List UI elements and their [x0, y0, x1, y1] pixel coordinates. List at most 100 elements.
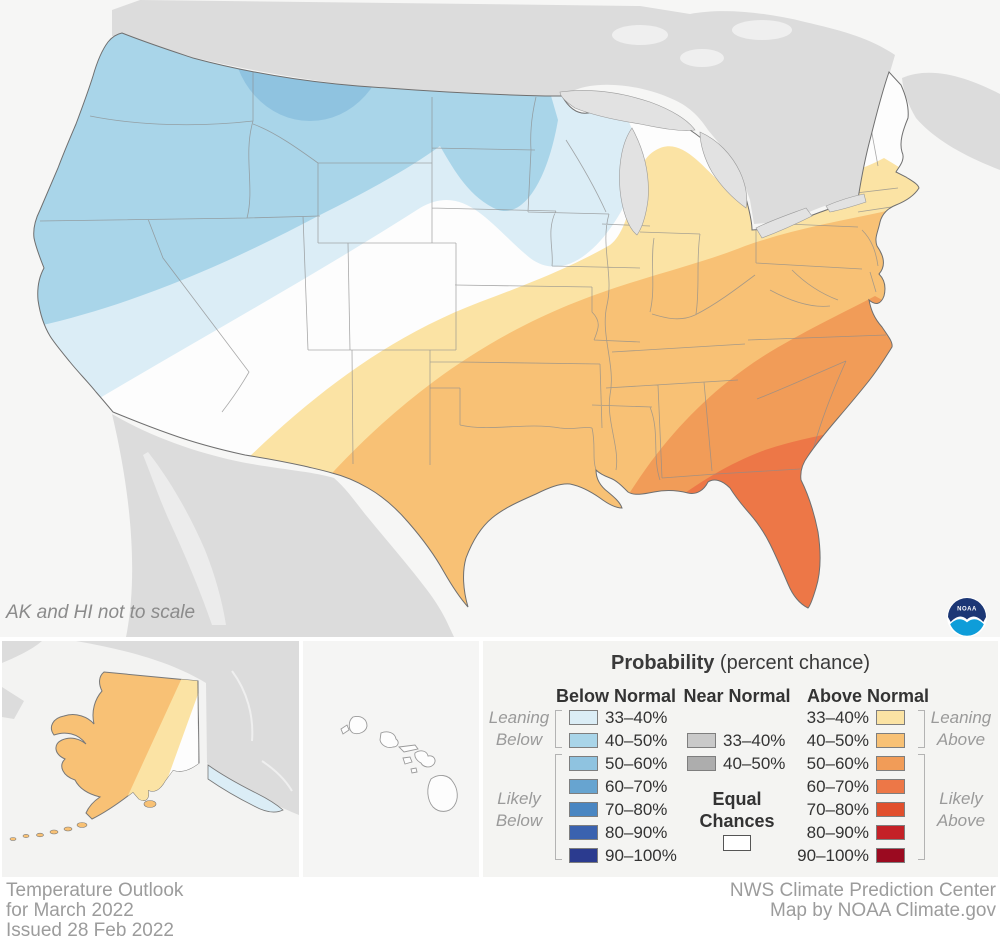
- legend-title: Probability (percent chance): [483, 652, 998, 675]
- label-leaning-below: Leaning Below: [488, 708, 550, 749]
- legend-row: 40–50%: [569, 729, 677, 752]
- legend-column-below: 33–40% 40–50% 50–60% 60–70% 70–80% 80–90…: [569, 706, 677, 867]
- aleutian-islands: [9, 800, 157, 841]
- legend-row: 40–50%: [783, 729, 905, 752]
- equal-chances-swatch: [723, 835, 751, 851]
- hawaiian-islands: [340, 716, 458, 812]
- color-swatch: [569, 733, 598, 748]
- canada-lake: [612, 25, 668, 45]
- legend-row: 90–100%: [569, 844, 677, 867]
- legend-row: 33–40%: [569, 706, 677, 729]
- legend-row: 70–80%: [569, 798, 677, 821]
- noaa-logo: NOAA: [947, 597, 987, 637]
- swatch-label: 50–60%: [605, 753, 668, 773]
- legend-row: 60–70%: [783, 775, 905, 798]
- color-swatch: [569, 710, 598, 725]
- legend-row: 40–50%: [687, 752, 785, 775]
- legend-title-bold: Probability: [611, 652, 715, 674]
- swatch-label: 50–60%: [806, 753, 869, 773]
- great-lakes: [559, 90, 867, 239]
- swatch-label: 40–50%: [806, 730, 869, 750]
- legend-row: 80–90%: [783, 821, 905, 844]
- maritimes-landmass: [902, 72, 1000, 170]
- color-swatch: [876, 848, 905, 863]
- ak-canada-river: [231, 670, 293, 792]
- legend-column-above: 33–40% 40–50% 50–60% 60–70% 70–80% 80–90…: [783, 706, 905, 867]
- color-swatch: [876, 779, 905, 794]
- legend-row: 33–40%: [687, 729, 785, 752]
- label-leaning-above: Leaning Above: [930, 708, 992, 749]
- swatch-label: 70–80%: [806, 799, 869, 819]
- color-swatch: [569, 848, 598, 863]
- alaska-inset-panel: [2, 641, 299, 877]
- legend-row: 50–60%: [569, 752, 677, 775]
- legend-row: 60–70%: [569, 775, 677, 798]
- swatch-label: 60–70%: [806, 776, 869, 796]
- ak-canada-landmass: [76, 641, 299, 815]
- label-likely-above: Likely Above: [936, 789, 986, 830]
- hawaii-map: [340, 716, 458, 812]
- legend-row: 33–40%: [783, 706, 905, 729]
- gulf-of-california: [143, 452, 226, 625]
- swatch-label: 33–40%: [806, 707, 869, 727]
- swatch-label: 90–100%: [605, 845, 677, 865]
- legend-header-above-normal: Above Normal: [806, 686, 930, 706]
- footer-credit-line: Map by NOAA Climate.gov: [770, 900, 996, 921]
- legend-title-note: (percent chance): [719, 652, 870, 674]
- footer-left: Temperature Outlook for March 2022 Issue…: [6, 881, 183, 938]
- bracket-likely-below: [555, 754, 562, 860]
- legend-header-near-normal: Near Normal: [683, 686, 791, 706]
- ak-russia-landmass: [2, 641, 42, 719]
- noaa-logo-sea: [950, 619, 984, 636]
- legend-row: 50–60%: [783, 752, 905, 775]
- swatch-label: 70–80%: [605, 799, 668, 819]
- color-swatch: [876, 802, 905, 817]
- color-swatch: [876, 733, 905, 748]
- bracket-leaning-below: [555, 710, 562, 748]
- color-swatch: [876, 825, 905, 840]
- legend-row: 70–80%: [783, 798, 905, 821]
- ak-band-above-33-40: [120, 672, 199, 813]
- color-swatch: [876, 710, 905, 725]
- swatch-label: 33–40%: [723, 730, 786, 750]
- color-swatch: [569, 802, 598, 817]
- alaska-map: [2, 641, 299, 841]
- ak-panhandle: [207, 764, 284, 813]
- footer-issued-line: Issued 28 Feb 2022: [6, 920, 174, 938]
- canada-lake: [680, 49, 724, 67]
- footer-source-line: NWS Climate Prediction Center: [729, 880, 996, 901]
- swatch-label: 80–90%: [605, 822, 668, 842]
- footer: Temperature Outlook for March 2022 Issue…: [0, 877, 1000, 938]
- legend-column-near: 33–40% 40–50%: [687, 729, 785, 775]
- swatch-label: 60–70%: [605, 776, 668, 796]
- color-swatch: [876, 756, 905, 771]
- color-swatch: [687, 733, 716, 748]
- scale-note: AK and HI not to scale: [6, 602, 196, 623]
- swatch-label: 40–50%: [605, 730, 668, 750]
- label-likely-below: Likely Below: [495, 789, 543, 830]
- bracket-likely-above: [918, 754, 925, 860]
- color-swatch: [569, 825, 598, 840]
- swatch-label: 40–50%: [723, 753, 786, 773]
- legend-header-equal-chances: Equal Chances: [699, 789, 775, 831]
- canada-lake: [732, 20, 792, 40]
- footer-title-line: Temperature Outlook: [6, 880, 184, 901]
- color-swatch: [569, 756, 598, 771]
- bracket-leaning-above: [918, 710, 925, 748]
- legend-header-below-normal: Below Normal: [555, 686, 677, 706]
- swatch-label: 33–40%: [605, 707, 668, 727]
- color-swatch: [569, 779, 598, 794]
- swatch-label: 90–100%: [797, 845, 869, 865]
- footer-right: NWS Climate Prediction Center Map by NOA…: [730, 881, 996, 921]
- legend-row: 80–90%: [569, 821, 677, 844]
- hawaii-inset-panel: [303, 641, 479, 877]
- us-temperature-outlook-map: [33, 0, 1000, 637]
- color-swatch: [687, 756, 716, 771]
- noaa-logo-text: NOAA: [957, 607, 977, 613]
- legend-row: 90–100%: [783, 844, 905, 867]
- footer-period-line: for March 2022: [6, 900, 134, 921]
- noaa-logo-sky: [948, 598, 986, 622]
- swatch-label: 80–90%: [806, 822, 869, 842]
- legend-panel: Probability (percent chance) Below Norma…: [483, 641, 998, 877]
